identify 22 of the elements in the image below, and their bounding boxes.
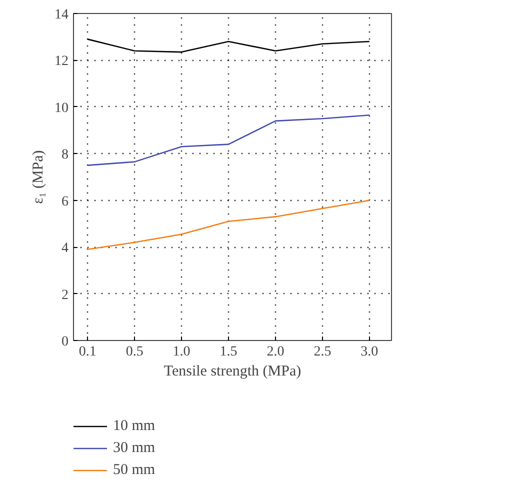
- x-tick-label: 1.5: [220, 344, 238, 360]
- x-axis-title: Tensile strength (MPa): [164, 364, 302, 380]
- line-series: [86, 114, 370, 166]
- x-tick-label: 0.1: [78, 344, 96, 360]
- y-axis-title: ε₁ (MPa): [30, 150, 46, 204]
- legend-label: 50 mm: [113, 462, 156, 478]
- y-tick-label: 4: [62, 241, 68, 256]
- legend-label: 10 mm: [113, 418, 156, 434]
- y-tick-label: 12: [54, 54, 68, 70]
- x-tick-label: 2.5: [314, 344, 332, 360]
- y-tick-label: 2: [62, 288, 68, 303]
- x-tick-label: 0.5: [126, 344, 144, 360]
- y-tick-label: 14: [54, 8, 68, 22]
- legend-label: 30 mm: [113, 440, 156, 456]
- x-tick-label: 2.0: [266, 344, 284, 360]
- y-tick-label: 10: [54, 100, 68, 116]
- x-tick-label: 3.0: [360, 344, 378, 360]
- line-series: [86, 200, 370, 250]
- x-tick-label: 1.0: [172, 344, 190, 360]
- y-tick-label: 0: [62, 334, 68, 350]
- y-tick-label: 8: [62, 148, 68, 163]
- y-tick-label: 6: [62, 194, 68, 210]
